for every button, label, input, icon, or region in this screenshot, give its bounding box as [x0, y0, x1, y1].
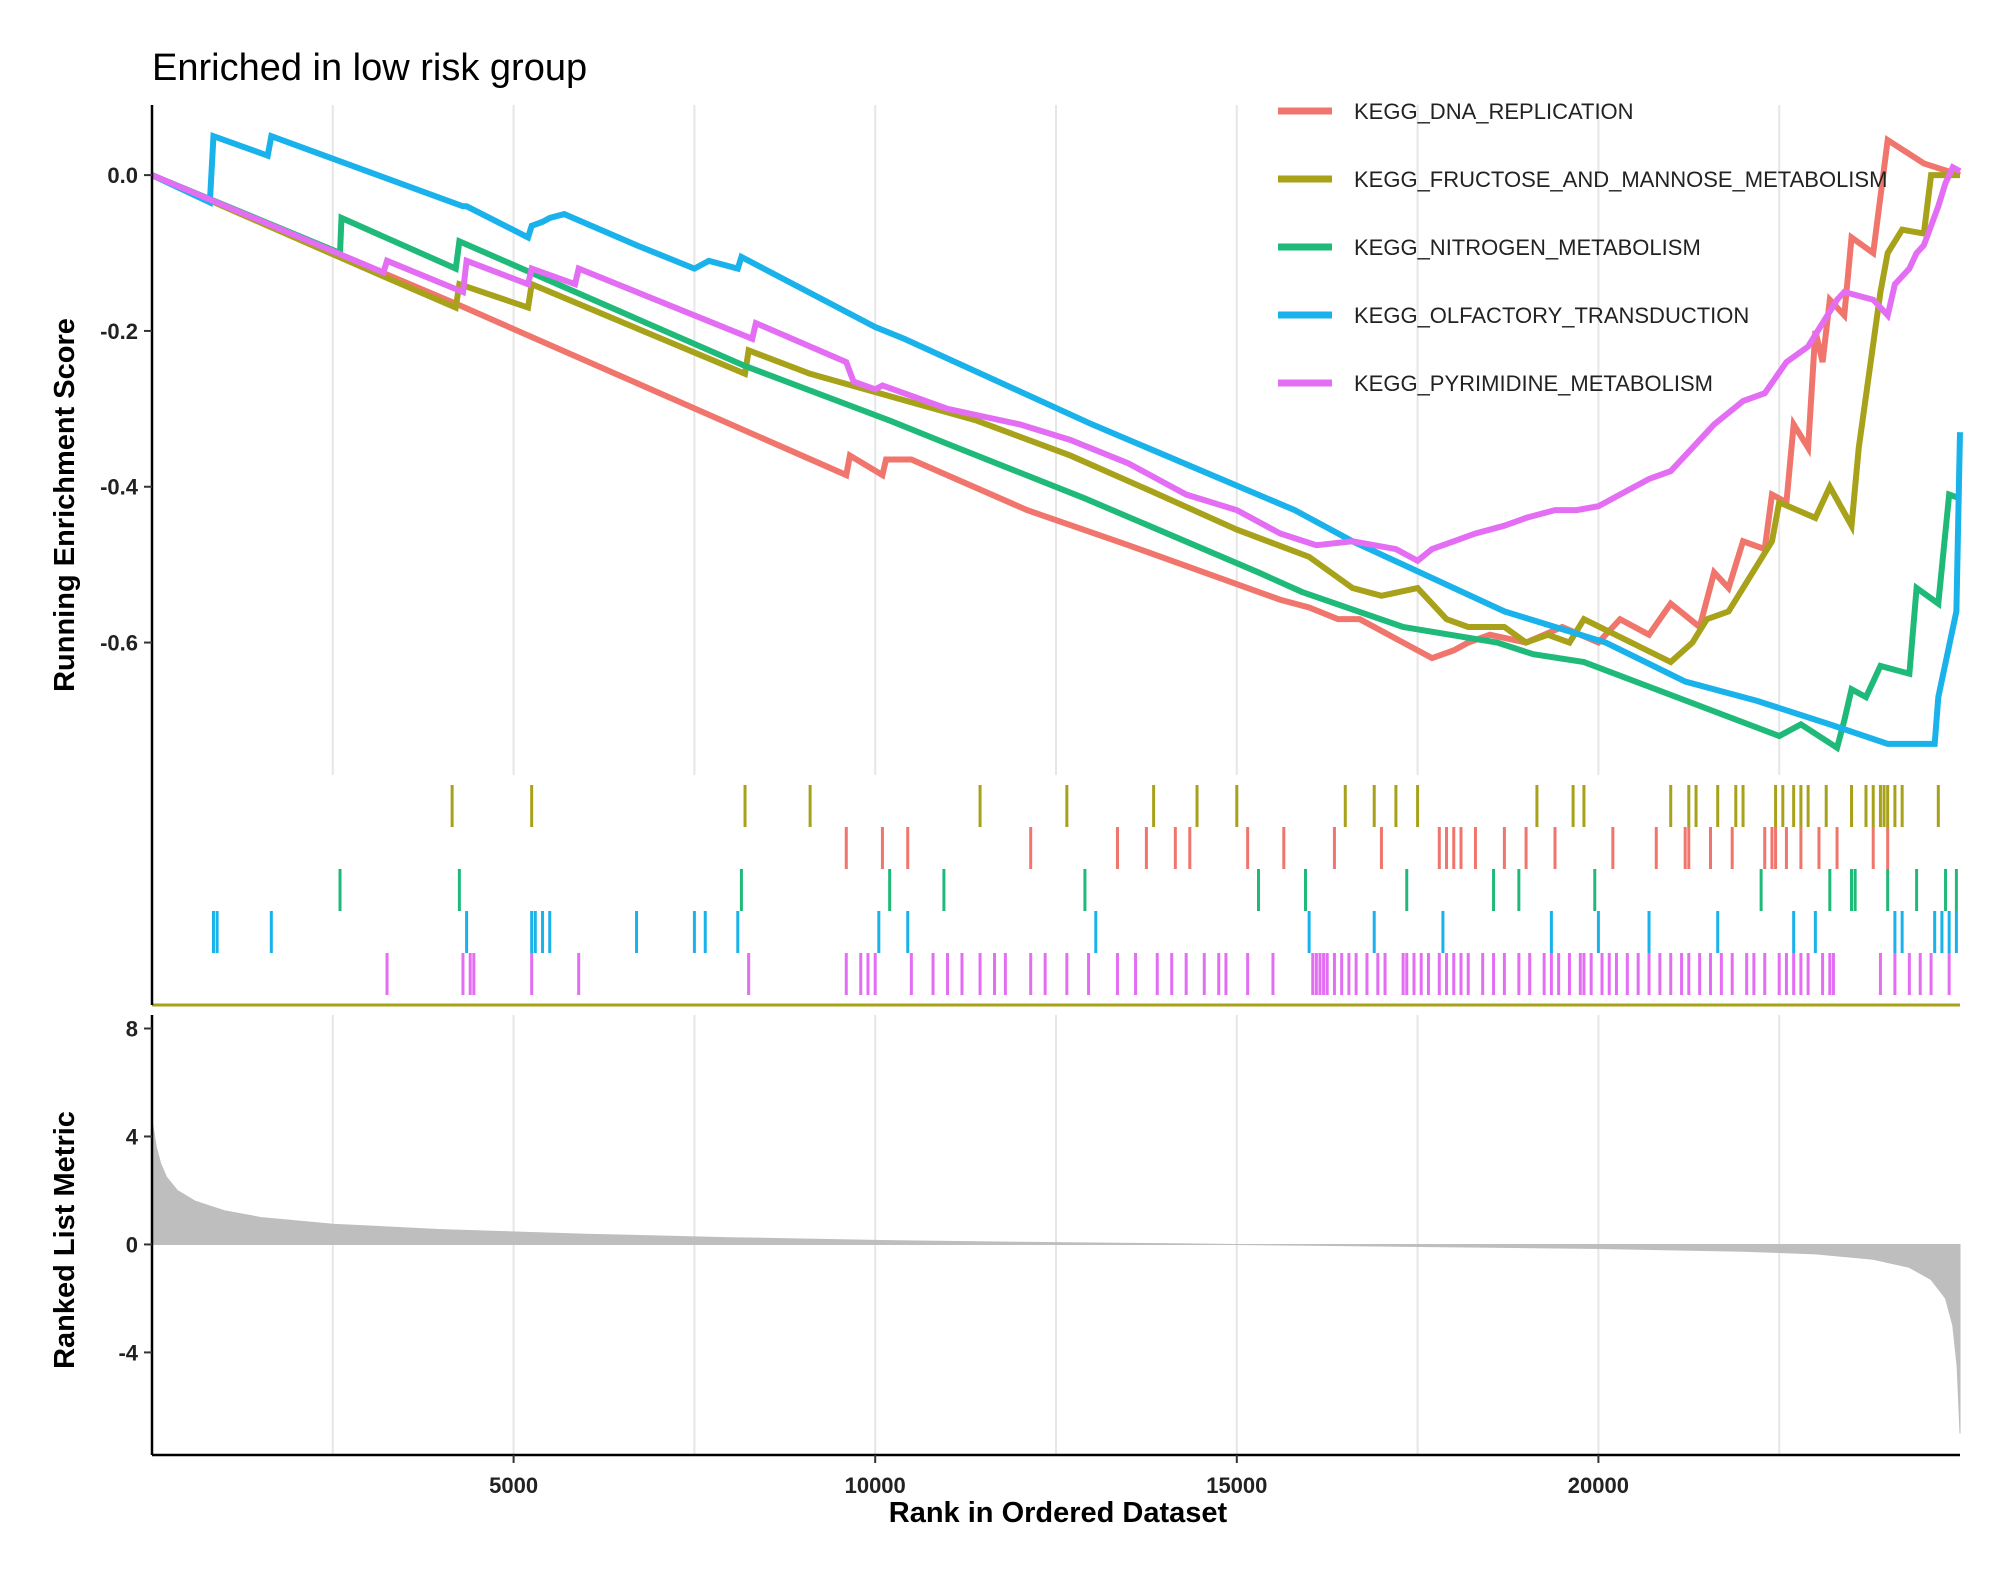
legend: KEGG_DNA_REPLICATION KEGG_FRUCTOSE_AND_MA… — [1278, 99, 1887, 396]
es-line-4 — [150, 163, 1962, 565]
legend-item-0: KEGG_DNA_REPLICATION — [1278, 99, 1634, 124]
es-y-tick-label-2: -0.4 — [100, 475, 139, 500]
legend-label-3: KEGG_OLFACTORY_TRANSDUCTION — [1354, 303, 1749, 328]
hit-row-2 — [338, 869, 1958, 911]
metric-y-tick-label-3: -4 — [118, 1340, 138, 1365]
metric-y-tick-label-1: 4 — [126, 1124, 139, 1149]
hit-row-3 — [211, 911, 1958, 953]
legend-label-4: KEGG_PYRIMIDINE_METABOLISM — [1354, 371, 1713, 396]
metric-y-axis-title: Ranked List Metric — [49, 1111, 81, 1369]
hit-row-1 — [844, 827, 1890, 869]
chart-title: Enriched in low risk group — [152, 47, 587, 89]
metric-y-tick-label-0: 8 — [126, 1016, 138, 1041]
metric-y-tick-label-2: 0 — [126, 1232, 138, 1257]
enrichment-score-lines — [150, 131, 1963, 753]
es-y-tick-label-3: -0.6 — [100, 631, 138, 656]
es-line-1 — [150, 172, 1960, 666]
x-tick-label-1: 10000 — [845, 1473, 906, 1498]
es-line-2 — [150, 172, 1962, 753]
ranked-metric-fill — [151, 1120, 1961, 1434]
tick-labels: 0.0 -0.2 -0.4 -0.6 8 4 0 -4 5000 10000 15000 20000 — [100, 163, 1629, 1498]
x-tick-label-2: 15000 — [1206, 1473, 1267, 1498]
es-y-axis-title: Running Enrichment Score — [49, 318, 81, 692]
es-panel-grid — [331, 105, 1781, 775]
legend-label-1: KEGG_FRUCTOSE_AND_MANNOSE_METABOLISM — [1354, 167, 1887, 192]
x-tick-label-0: 5000 — [489, 1473, 538, 1498]
axes — [150, 105, 1960, 1457]
ranked-metric-area — [151, 1120, 1961, 1434]
es-line-0 — [150, 134, 1961, 662]
es-line-3 — [150, 131, 1963, 747]
hit-row-0 — [450, 785, 1940, 827]
x-tick-label-3: 20000 — [1568, 1473, 1629, 1498]
legend-item-4: KEGG_PYRIMIDINE_METABOLISM — [1278, 371, 1713, 396]
gene-hits-panel — [152, 785, 1960, 1007]
legend-item-2: KEGG_NITROGEN_METABOLISM — [1278, 235, 1701, 260]
legend-item-3: KEGG_OLFACTORY_TRANSDUCTION — [1278, 303, 1749, 328]
legend-label-0: KEGG_DNA_REPLICATION — [1354, 99, 1634, 124]
legend-label-2: KEGG_NITROGEN_METABOLISM — [1354, 235, 1701, 260]
es-y-tick-label-1: -0.2 — [100, 319, 138, 344]
x-axis-title: Rank in Ordered Dataset — [889, 1497, 1228, 1529]
legend-item-1: KEGG_FRUCTOSE_AND_MANNOSE_METABOLISM — [1278, 167, 1887, 192]
metric-panel-grid — [331, 1015, 1781, 1455]
hit-row-4 — [385, 953, 1951, 995]
es-y-tick-label-0: 0.0 — [107, 163, 138, 188]
